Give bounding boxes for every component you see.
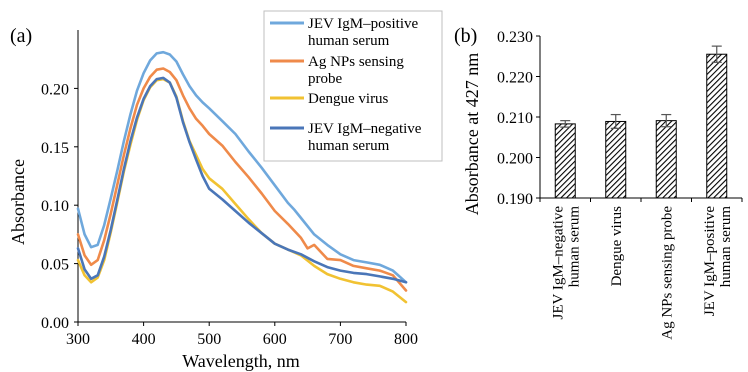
panel-a-legend: JEV IgM–positive human serum Ag NPs sensin… <box>263 10 443 162</box>
panel-a-y-tick-label: 0.05 <box>41 257 69 274</box>
category-label-jev-igm-negative-human-serum: JEV IgM–negativehuman serum <box>550 206 582 320</box>
panel-b-label: (b) <box>454 25 477 47</box>
bar-ag-nps-sensing-probe <box>655 120 677 199</box>
panel-b: (b) 0.190 0.200 0.210 0.220 0.230 JEV IgM–ne… <box>454 25 743 340</box>
panel-a-y-axis-title: Absorbance <box>8 159 28 245</box>
panel-b-y-tick-label: 0.210 <box>497 110 533 127</box>
series-line-jev-igm-negative-human-serum <box>76 76 408 284</box>
bar-jev-igm-negative-human-serum <box>554 123 576 199</box>
panel-a-y-tick-label: 0.00 <box>41 315 69 332</box>
panel-b-y-tick-label: 0.220 <box>497 70 533 87</box>
bar-jev-igm-positive-human-serum <box>706 53 728 199</box>
panel-a-y-axis: 0.00 0.05 0.10 0.15 0.20 <box>41 30 79 332</box>
panel-b-bars <box>539 45 743 202</box>
category-label-dengue-virus: Dengue virus <box>609 206 625 287</box>
legend-label-dengue-virus: Dengue virus <box>308 91 389 107</box>
panel-a-y-tick-label: 0.15 <box>41 140 69 157</box>
panel-a-x-tick-label: 600 <box>263 331 287 348</box>
panel-a-x-tick-label: 800 <box>394 331 418 348</box>
panel-b-category-labels: JEV IgM–negativehuman serum Dengue virus A… <box>550 206 734 340</box>
panel-a-x-axis-title: Wavelength, nm <box>182 351 300 371</box>
panel-a-y-tick-label: 0.20 <box>41 81 69 98</box>
panel-b-y-tick-label: 0.200 <box>497 151 533 168</box>
legend-label-jev-igm-positive-human-serum: JEV IgM–positive human serum <box>308 16 418 49</box>
panel-a-y-tick-label: 0.10 <box>41 198 69 215</box>
bar-dengue-virus <box>605 120 627 199</box>
panel-a-x-tick-label: 700 <box>328 331 352 348</box>
panel-a-legend-box <box>263 10 443 162</box>
category-label-jev-igm-positive-human-serum: JEV IgM–positivehuman serum <box>702 206 734 316</box>
series-line-jev-igm-positive-human-serum <box>76 50 408 284</box>
panel-a-series-lines <box>76 50 408 304</box>
panel-b-y-axis-title: Absorbance at 427 nm <box>462 53 482 215</box>
legend-label-jev-igm-negative-human-serum: JEV IgM–negative human serum <box>308 121 422 154</box>
panel-a-label: (a) <box>10 25 32 47</box>
panel-b-y-tick-label: 0.230 <box>497 29 533 46</box>
panel-b-y-axis: 0.190 0.200 0.210 0.220 0.230 <box>497 29 742 208</box>
panel-a-x-tick-label: 400 <box>132 331 156 348</box>
panel-a: (a) 0.00 0.05 0.10 0.15 0.20 300 400 500 600 700… <box>8 10 443 371</box>
panel-a-x-axis: 300 400 500 600 700 800 <box>66 321 418 348</box>
panel-b-y-tick-label: 0.190 <box>497 191 533 208</box>
legend-label-ag-nps-sensing-probe: Ag NPs sensing probe <box>308 54 404 87</box>
panel-a-x-tick-label: 500 <box>197 331 221 348</box>
panel-a-x-tick-label: 300 <box>66 331 90 348</box>
series-line-ag-nps-sensing-probe <box>76 67 408 292</box>
category-label-ag-nps-sensing-probe: Ag NPs sensing probe <box>659 206 675 340</box>
